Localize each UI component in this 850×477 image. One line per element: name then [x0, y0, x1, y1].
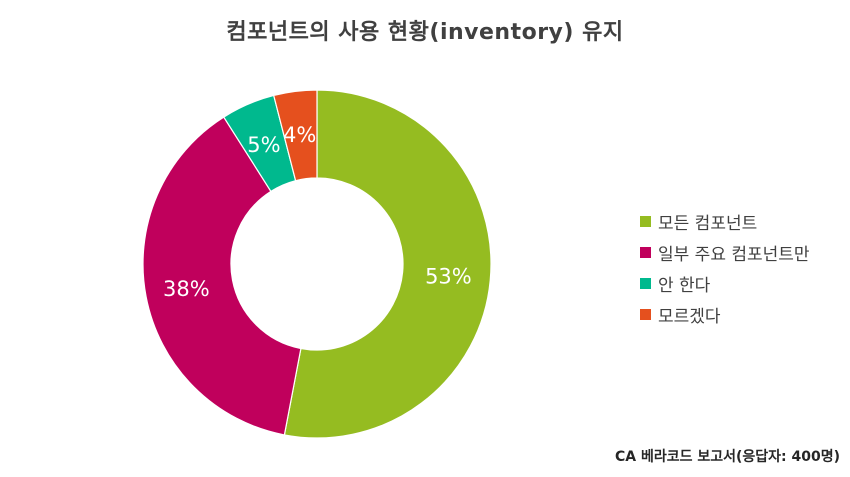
legend-swatch-1	[640, 247, 651, 258]
legend-item-2: 안 한다	[640, 268, 845, 299]
donut-slice-1	[142, 116, 302, 436]
legend-label-3: 모르겠다	[658, 307, 721, 327]
donut-slice-3	[272, 89, 318, 182]
legend-swatch-2	[640, 278, 651, 289]
legend-swatch-0	[640, 216, 651, 227]
legend-item-1: 일부 주요 컴포넌트만	[640, 237, 845, 268]
chart-title: 컴포넌트의 사용 현황(inventory) 유지	[226, 20, 624, 45]
donut-slices	[142, 89, 492, 439]
legend-swatch-3	[640, 309, 651, 320]
legend-item-0: 모든 컴포넌트	[640, 206, 845, 237]
slice-label-2: 5%	[247, 133, 280, 157]
slice-label-3: 4%	[283, 123, 316, 147]
legend-label-2: 안 한다	[658, 276, 711, 296]
slice-label-0: 53%	[425, 264, 472, 288]
legend-label-0: 모든 컴포넌트	[658, 214, 758, 234]
slice-label-1: 38%	[163, 277, 210, 301]
donut-slice-labels: 53% 38% 5% 4%	[163, 123, 472, 301]
donut-slice-0	[283, 89, 492, 439]
legend-label-1: 일부 주요 컴포넌트만	[658, 245, 810, 265]
source-note: CA 베라코드 보고서(응답자: 400명)	[614, 449, 840, 465]
chart-legend: 모든 컴포넌트 일부 주요 컴포넌트만 안 한다 모르겠다	[640, 206, 845, 330]
legend-item-3: 모르겠다	[640, 299, 845, 330]
